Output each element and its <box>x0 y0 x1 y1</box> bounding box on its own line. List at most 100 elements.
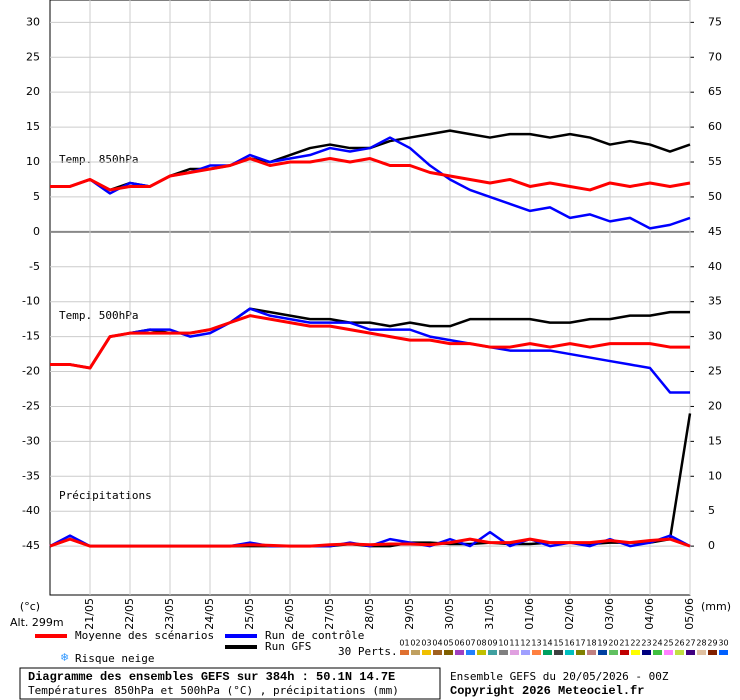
y2-tick-label: 35 <box>708 295 722 308</box>
perturbation-swatch <box>620 650 629 655</box>
footer-box <box>19 667 441 700</box>
y-tick-label: 10 <box>26 155 40 168</box>
x-tick-label: 31/05 <box>483 598 496 630</box>
perturbation-swatch <box>477 650 486 655</box>
perturbation-label: 29 <box>707 639 717 648</box>
series-line <box>50 157 691 192</box>
series-line <box>50 307 690 394</box>
y-tick-label: -45 <box>22 539 40 552</box>
perturbation-label: 03 <box>421 639 431 648</box>
y2-tick-label: 70 <box>708 50 722 63</box>
x-tick-label: 05/06 <box>683 598 696 630</box>
perturbation-swatch <box>697 650 706 655</box>
perturbation-label: 22 <box>630 639 640 648</box>
perturbation-swatch <box>400 650 409 655</box>
perturbation-swatch <box>444 650 453 655</box>
perturbation-swatch <box>532 650 541 655</box>
perturbation-label: 06 <box>454 639 464 648</box>
y2-tick-label: 10 <box>708 469 722 482</box>
x-tick-label: 25/05 <box>243 598 256 630</box>
perturbation-label: 01 <box>399 639 409 648</box>
perturbation-swatch <box>554 650 563 655</box>
perturbation-label: 10 <box>498 639 508 648</box>
x-tick-label: 24/05 <box>203 598 216 630</box>
y2-tick-label: 5 <box>708 504 715 517</box>
footer-run: Ensemble GEFS du 20/05/2026 - 00Z <box>450 670 669 683</box>
perturbation-swatch <box>499 650 508 655</box>
perturbation-label: 05 <box>443 639 453 648</box>
y-tick-label: -40 <box>22 504 40 517</box>
y2-tick-label: 15 <box>708 434 722 447</box>
y2-tick-label: 30 <box>708 330 722 343</box>
y-tick-label: -25 <box>22 399 40 412</box>
x-tick-label: 01/06 <box>523 598 536 630</box>
perturbation-swatch <box>543 650 552 655</box>
perturbation-label: 04 <box>432 639 442 648</box>
y-tick-label: -35 <box>22 469 40 482</box>
panel-label: Temp. 850hPa <box>59 153 138 166</box>
perturbation-label: 28 <box>696 639 706 648</box>
perturbation-label: 26 <box>674 639 684 648</box>
perturbation-label: 16 <box>564 639 574 648</box>
y-tick-label: 5 <box>33 190 40 203</box>
perturbation-label: 27 <box>685 639 695 648</box>
y2-tick-label: 60 <box>708 120 722 133</box>
x-tick-label: 28/05 <box>363 598 376 630</box>
perturbation-label: 30 <box>718 639 728 648</box>
y-tick-label: 30 <box>26 15 40 28</box>
footer-subtitle: Températures 850hPa et 500hPa (°C) , pré… <box>28 684 399 697</box>
panel-label: Temp. 500hPa <box>59 309 138 322</box>
perturbation-label: 23 <box>641 639 651 648</box>
y-tick-label: -20 <box>22 365 40 378</box>
panel-label: Précipitations <box>59 489 152 502</box>
perturbation-swatch <box>521 650 530 655</box>
perturbation-swatch <box>653 650 662 655</box>
perturbation-label: 25 <box>663 639 673 648</box>
y2-tick-label: 20 <box>708 399 722 412</box>
perturbation-swatch <box>466 650 475 655</box>
perturbation-swatch <box>642 650 651 655</box>
x-tick-label: 04/06 <box>643 598 656 630</box>
perturbation-label: 07 <box>465 639 475 648</box>
y-tick-label: -15 <box>22 330 40 343</box>
perturbation-label: 15 <box>553 639 563 648</box>
perturbation-label: 18 <box>586 639 596 648</box>
perturbation-label: 19 <box>597 639 607 648</box>
y2-tick-label: 40 <box>708 260 722 273</box>
x-tick-label: 27/05 <box>323 598 336 630</box>
perturbation-label: 11 <box>509 639 519 648</box>
perturbation-swatch <box>719 650 728 655</box>
footer-copyright: Copyright 2026 Meteociel.fr <box>450 684 644 698</box>
series-line <box>50 314 690 370</box>
snow-label: Risque neige <box>75 652 154 665</box>
series-line <box>49 537 691 548</box>
perturbation-swatch <box>664 650 673 655</box>
legend-label: Run de contrôle <box>265 629 364 642</box>
perturbation-label: 24 <box>652 639 662 648</box>
perturbation-swatch <box>488 650 497 655</box>
perturbation-swatch <box>686 650 695 655</box>
y-tick-label: -5 <box>29 260 40 273</box>
x-tick-label: 22/05 <box>123 598 136 630</box>
perturbation-swatch <box>422 650 431 655</box>
y2-tick-label: 25 <box>708 365 722 378</box>
y-tick-label: -30 <box>22 434 40 447</box>
x-tick-label: 29/05 <box>403 598 416 630</box>
perturbation-swatch <box>675 650 684 655</box>
y2-tick-label: 0 <box>708 539 715 552</box>
y-tick-label: -10 <box>22 295 40 308</box>
perturbations-label: 30 Perts. <box>338 645 398 658</box>
perturbation-swatch <box>565 650 574 655</box>
perturbation-label: 08 <box>476 639 486 648</box>
y2-tick-label: 50 <box>708 190 722 203</box>
x-tick-label: 26/05 <box>283 598 296 630</box>
perturbation-label: 21 <box>619 639 629 648</box>
perturbation-swatch <box>455 650 464 655</box>
perturbation-label: 14 <box>542 639 552 648</box>
x-tick-label: 02/06 <box>563 598 576 630</box>
y-tick-label: 25 <box>26 50 40 63</box>
y-tick-label: 15 <box>26 120 40 133</box>
perturbation-swatch <box>631 650 640 655</box>
perturbation-label: 12 <box>520 639 530 648</box>
